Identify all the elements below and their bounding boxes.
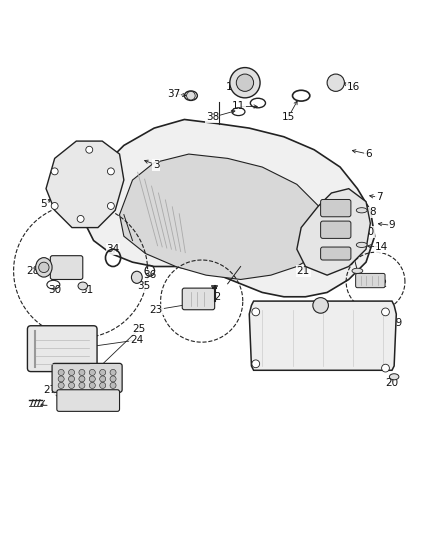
FancyBboxPatch shape bbox=[356, 273, 385, 288]
Circle shape bbox=[107, 203, 114, 209]
Text: 4: 4 bbox=[58, 164, 64, 174]
Circle shape bbox=[100, 376, 106, 382]
Ellipse shape bbox=[356, 243, 367, 247]
Text: 36: 36 bbox=[143, 270, 156, 280]
Text: 10: 10 bbox=[362, 227, 375, 237]
Ellipse shape bbox=[78, 282, 88, 290]
Text: 32: 32 bbox=[374, 279, 388, 289]
Text: 31: 31 bbox=[81, 285, 94, 295]
Circle shape bbox=[51, 203, 58, 209]
Text: 9: 9 bbox=[389, 221, 395, 230]
Text: 22: 22 bbox=[208, 292, 221, 302]
Circle shape bbox=[89, 376, 95, 382]
Text: 11: 11 bbox=[232, 101, 245, 111]
Circle shape bbox=[58, 376, 64, 382]
Text: 20: 20 bbox=[385, 378, 399, 388]
Text: 6: 6 bbox=[365, 149, 371, 159]
Circle shape bbox=[100, 369, 106, 375]
FancyBboxPatch shape bbox=[57, 390, 120, 411]
Circle shape bbox=[58, 369, 64, 375]
Text: 30: 30 bbox=[48, 285, 61, 295]
Circle shape bbox=[252, 360, 260, 368]
Text: 29: 29 bbox=[63, 260, 77, 269]
Text: 13: 13 bbox=[225, 82, 239, 92]
Text: 5: 5 bbox=[41, 199, 47, 209]
Text: 7: 7 bbox=[376, 192, 382, 203]
Text: 16: 16 bbox=[346, 82, 360, 92]
Circle shape bbox=[39, 262, 49, 272]
Text: 37: 37 bbox=[167, 88, 180, 99]
Text: 17: 17 bbox=[305, 248, 318, 259]
Ellipse shape bbox=[35, 257, 52, 277]
Circle shape bbox=[68, 382, 74, 389]
FancyBboxPatch shape bbox=[321, 199, 351, 217]
FancyBboxPatch shape bbox=[50, 256, 83, 279]
Circle shape bbox=[86, 146, 93, 153]
Circle shape bbox=[381, 364, 389, 372]
Circle shape bbox=[230, 68, 260, 98]
Text: 24: 24 bbox=[130, 335, 144, 345]
PathPatch shape bbox=[249, 301, 396, 370]
Text: 19: 19 bbox=[390, 318, 403, 328]
Circle shape bbox=[58, 382, 64, 389]
Ellipse shape bbox=[356, 208, 367, 213]
Circle shape bbox=[236, 74, 254, 91]
Circle shape bbox=[252, 308, 260, 316]
Text: 3: 3 bbox=[153, 160, 159, 170]
Circle shape bbox=[79, 369, 85, 375]
Circle shape bbox=[68, 376, 74, 382]
Circle shape bbox=[89, 369, 95, 375]
Text: 38: 38 bbox=[206, 112, 219, 122]
Text: 23: 23 bbox=[150, 305, 163, 315]
Text: 25: 25 bbox=[132, 324, 145, 334]
Circle shape bbox=[327, 74, 344, 91]
Text: 35: 35 bbox=[137, 281, 150, 291]
Circle shape bbox=[89, 382, 95, 389]
Ellipse shape bbox=[131, 271, 142, 284]
FancyBboxPatch shape bbox=[321, 221, 351, 238]
Circle shape bbox=[381, 308, 389, 316]
PathPatch shape bbox=[81, 119, 374, 297]
Circle shape bbox=[110, 376, 116, 382]
PathPatch shape bbox=[120, 154, 327, 279]
FancyBboxPatch shape bbox=[28, 326, 97, 372]
Circle shape bbox=[107, 168, 114, 175]
Circle shape bbox=[79, 382, 85, 389]
Circle shape bbox=[68, 369, 74, 375]
Ellipse shape bbox=[389, 374, 399, 380]
Circle shape bbox=[110, 369, 116, 375]
FancyBboxPatch shape bbox=[182, 288, 215, 310]
Text: 15: 15 bbox=[282, 112, 295, 122]
Circle shape bbox=[77, 215, 84, 222]
Circle shape bbox=[100, 382, 106, 389]
Circle shape bbox=[110, 382, 116, 389]
Text: 18: 18 bbox=[325, 318, 338, 328]
PathPatch shape bbox=[297, 189, 371, 275]
FancyBboxPatch shape bbox=[321, 247, 351, 260]
Text: 26: 26 bbox=[106, 363, 120, 373]
Text: 8: 8 bbox=[369, 207, 376, 217]
PathPatch shape bbox=[46, 141, 124, 228]
FancyBboxPatch shape bbox=[52, 364, 122, 392]
Ellipse shape bbox=[352, 268, 363, 273]
Circle shape bbox=[313, 297, 328, 313]
Circle shape bbox=[79, 376, 85, 382]
Circle shape bbox=[187, 91, 195, 100]
Text: 21: 21 bbox=[297, 266, 310, 276]
Text: 14: 14 bbox=[374, 242, 388, 252]
Circle shape bbox=[51, 168, 58, 175]
Text: 28: 28 bbox=[26, 266, 40, 276]
Text: 27: 27 bbox=[44, 385, 57, 395]
Text: 34: 34 bbox=[106, 244, 120, 254]
